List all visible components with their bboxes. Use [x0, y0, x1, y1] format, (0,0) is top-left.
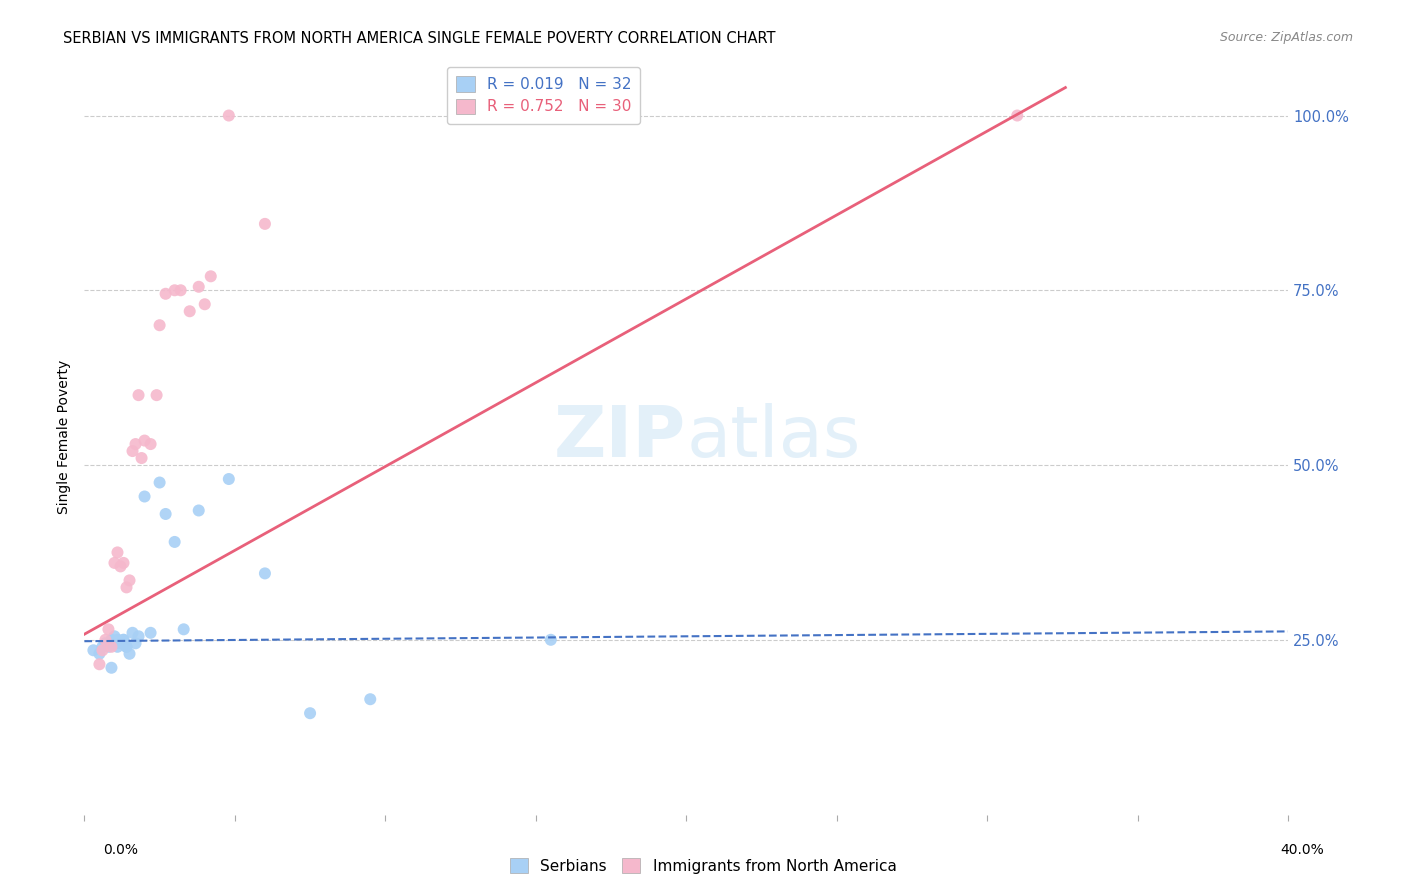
Point [128, 629, 150, 643]
Point [82, 643, 104, 657]
Point [253, 566, 276, 581]
Point [299, 706, 322, 721]
Point [89, 657, 111, 672]
Point [359, 692, 381, 706]
Point [112, 556, 135, 570]
Point [118, 647, 141, 661]
Point [218, 109, 240, 123]
Point [540, 632, 562, 647]
Point [194, 297, 217, 311]
Point [112, 632, 135, 647]
Point [94, 636, 117, 650]
Point [121, 444, 143, 458]
Point [134, 434, 156, 448]
Point [179, 304, 201, 318]
Y-axis label: Single Female Poverty: Single Female Poverty [58, 360, 72, 514]
Point [110, 559, 132, 574]
Point [155, 507, 177, 521]
Point [163, 283, 186, 297]
Point [103, 556, 125, 570]
Point [149, 475, 172, 490]
Legend: R = 0.019   N = 32, R = 0.752   N = 30: R = 0.019 N = 32, R = 0.752 N = 30 [447, 67, 641, 124]
Point [107, 545, 129, 559]
Point [145, 388, 167, 402]
Point [103, 629, 125, 643]
Point [115, 580, 138, 594]
Point [139, 625, 162, 640]
Point [163, 535, 186, 549]
Point [91, 643, 114, 657]
Point [107, 632, 129, 647]
Point [118, 574, 141, 588]
Point [131, 451, 153, 466]
Point [218, 472, 240, 486]
Text: SERBIAN VS IMMIGRANTS FROM NORTH AMERICA SINGLE FEMALE POVERTY CORRELATION CHART: SERBIAN VS IMMIGRANTS FROM NORTH AMERICA… [63, 31, 776, 46]
Point [614, 109, 637, 123]
Point [110, 636, 132, 650]
Point [128, 388, 150, 402]
Point [155, 286, 177, 301]
Point [200, 269, 222, 284]
Point [173, 623, 195, 637]
Point [187, 280, 209, 294]
Point [253, 217, 276, 231]
Point [115, 640, 138, 654]
Point [149, 318, 172, 333]
Point [187, 503, 209, 517]
Legend: Serbians, Immigrants from North America: Serbians, Immigrants from North America [503, 852, 903, 880]
Point [112, 632, 135, 647]
Point [100, 632, 122, 647]
Point [170, 283, 193, 297]
Point [100, 640, 122, 654]
Point [103, 636, 125, 650]
Point [134, 490, 156, 504]
Point [124, 636, 146, 650]
Text: 40.0%: 40.0% [1281, 843, 1324, 857]
Point [115, 640, 138, 654]
Point [100, 661, 122, 675]
Point [107, 640, 129, 654]
Point [124, 437, 146, 451]
Point [97, 640, 120, 654]
Point [121, 625, 143, 640]
Point [91, 640, 114, 654]
Point [89, 647, 111, 661]
Point [1007, 109, 1029, 123]
Point [97, 623, 120, 637]
Text: atlas: atlas [686, 402, 860, 472]
Text: 0.0%: 0.0% [103, 843, 138, 857]
Text: ZIP: ZIP [554, 402, 686, 472]
Text: Source: ZipAtlas.com: Source: ZipAtlas.com [1219, 31, 1353, 45]
Point [94, 632, 117, 647]
Point [139, 437, 162, 451]
